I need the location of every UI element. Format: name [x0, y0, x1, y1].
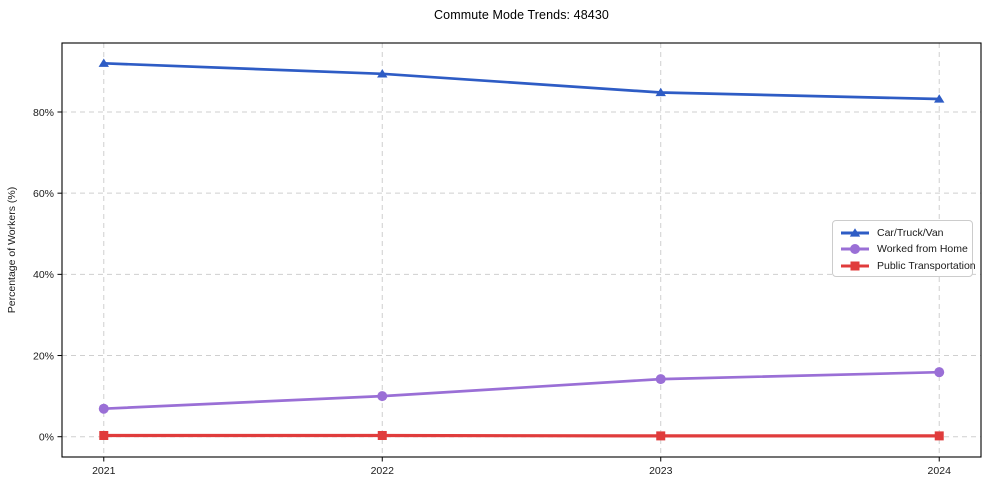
y-tick-label: 60%: [33, 188, 54, 200]
y-tick-label: 80%: [33, 107, 54, 119]
legend: Car/Truck/Van Worked from Home Public Tr…: [832, 220, 976, 277]
legend-label: Worked from Home: [877, 243, 968, 256]
x-tick-label: 2023: [649, 465, 673, 477]
series-line-2: [102, 370, 941, 411]
legend-label: Car/Truck/Van: [877, 227, 944, 240]
legend-label: Public Transportation: [877, 259, 976, 272]
data-point: [655, 374, 666, 385]
series-line-1: [102, 61, 941, 101]
y-axis-label: Percentage of Workers (%): [6, 187, 18, 313]
data-point: [377, 69, 388, 78]
chart-title: Commute Mode Trends: 48430: [434, 8, 609, 22]
data-point: [934, 367, 945, 378]
data-point: [98, 403, 109, 414]
data-point: [850, 244, 860, 255]
data-point: [934, 94, 945, 103]
triangle-marker-icon: [841, 228, 869, 237]
data-point: [377, 391, 388, 402]
data-point: [849, 228, 861, 237]
data-point: [934, 431, 944, 441]
y-tick-label: 0%: [39, 432, 54, 444]
legend-item-worked-from-home: Worked from Home: [840, 241, 968, 257]
data-point: [656, 431, 666, 441]
x-tick-label: 2024: [928, 465, 952, 477]
legend-item-public-transportation: Public Transportation: [840, 258, 976, 274]
data-point: [850, 261, 860, 271]
plot-border: [61, 42, 982, 458]
circle-marker-icon: [841, 244, 869, 255]
data-point: [377, 430, 387, 440]
y-tick-label: 40%: [33, 269, 54, 281]
x-tick-label: 2021: [92, 465, 116, 477]
data-point: [98, 58, 109, 67]
data-point: [99, 430, 109, 440]
y-tick-label: 20%: [33, 350, 54, 362]
legend-item-car-truck-van: Car/Truck/Van: [840, 225, 966, 241]
x-tick-label: 2022: [371, 465, 395, 477]
square-marker-icon: [841, 261, 869, 271]
data-point: [655, 87, 666, 97]
